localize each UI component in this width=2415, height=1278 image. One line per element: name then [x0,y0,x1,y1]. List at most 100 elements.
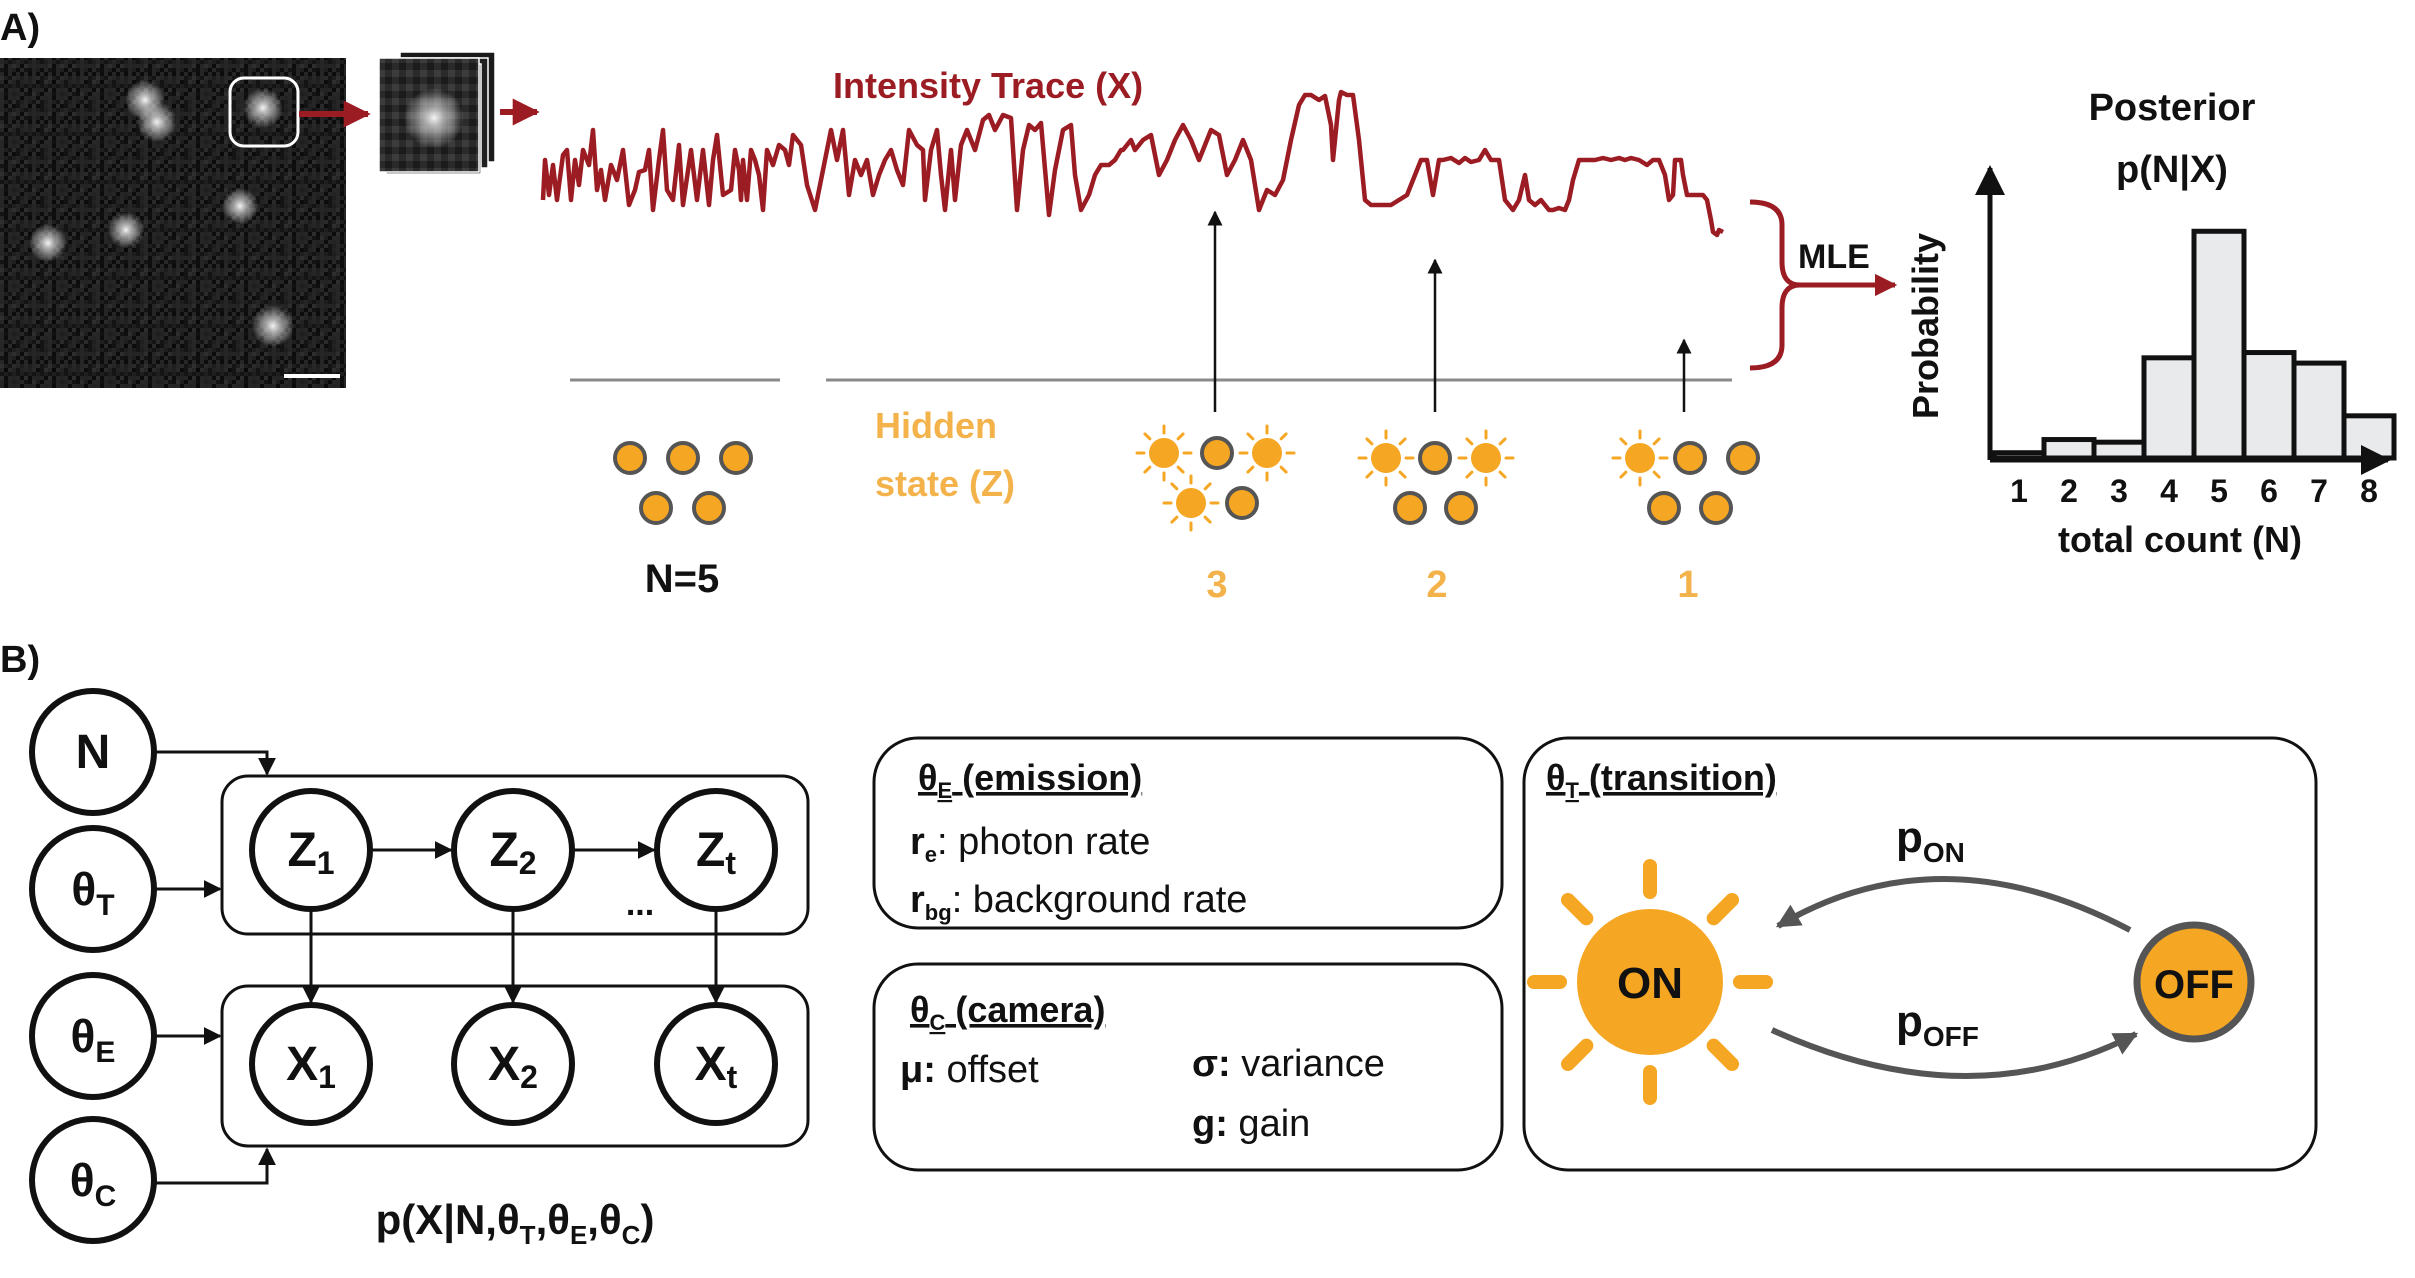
sun-ray [1560,1038,1594,1072]
histogram-bar [2341,413,2397,461]
node-z2: Z2 [451,788,575,912]
trace-title: Intensity Trace (X) [833,65,1143,106]
sun-ray [1560,892,1594,926]
histogram-tick-label: 2 [2060,473,2078,509]
molecule-off-icon [1726,441,1760,475]
sun-ray [1706,892,1740,926]
histogram-tick-label: 5 [2210,473,2228,509]
fluorescent-spot [252,305,294,347]
molecule-off-icon [1444,491,1478,525]
histogram-ylabel: Probability [1905,233,1946,419]
emission-title: θE (emission) [918,757,1142,803]
state-count-2: 2 [1426,564,1447,606]
fluorescent-spot [243,88,283,128]
panel-b-label: B) [0,639,40,681]
molecule-off-icon [692,491,726,525]
state-count-3: 3 [1206,564,1227,606]
camera-offset: μ: offset [900,1049,1039,1091]
molecule-off-icon [1393,491,1427,525]
transition-title: θT (transition) [1546,757,1777,803]
svg-text:Z1: Z1 [287,824,334,881]
camera-title: θC (camera) [910,989,1105,1035]
svg-text:θT: θT [71,863,114,922]
molecule-off-icon [639,491,673,525]
molecule-off-icon [613,441,647,475]
posterior-title-line2: p(N|X) [2116,149,2228,191]
histogram-xlabel: total count (N) [2058,519,2302,560]
mle-brace [1749,199,1801,371]
histogram-bar [2241,350,2297,461]
histogram-bar [2191,228,2247,461]
molecule-group-n5 [613,441,753,525]
emission-background-rate: rbg: background rate [910,879,1247,925]
node-x2: X2 [451,1002,575,1126]
histogram-bar [1991,450,2047,461]
histogram-bar [2141,355,2197,461]
joint-likelihood-formula: p(X|N,θT,θE,θC) [376,1196,655,1250]
histogram-bar [2291,360,2347,461]
roi-selection-box [228,76,300,148]
svg-text:Xt: Xt [695,1038,738,1095]
node-zt: Zt [654,788,778,912]
svg-text:Zt: Zt [696,824,736,881]
svg-text:θC: θC [70,1154,117,1213]
n-equals-label: N=5 [645,557,720,601]
off-state-icon: OFF [2133,921,2255,1043]
molecule-off-icon [1673,441,1707,475]
molecule-group-state-3 [1135,424,1296,532]
emission-photon-rate: re: photon rate [910,821,1150,867]
fluorescent-spot [222,188,258,224]
node-xt: Xt [654,1002,778,1126]
fluorescent-spot [137,102,177,142]
on-state-label: ON [1617,959,1683,1008]
molecule-group-state-2 [1357,429,1515,525]
molecule-on-icon [1357,429,1415,487]
molecule-on-icon [1135,424,1193,482]
p-off-arrow [1770,1027,2139,1079]
node-theta-t: θT [29,825,157,953]
mle-label: MLE [1798,238,1870,276]
emission-box [872,736,1504,930]
camera-box [872,962,1504,1172]
transition-box [1522,736,2318,1172]
camera-gain: g: gain [1192,1103,1310,1145]
histogram-tick-label: 8 [2360,473,2378,509]
molecule-on-icon [1611,429,1669,487]
molecule-off-icon [1225,486,1259,520]
off-state-label: OFF [2154,963,2234,1007]
histogram-bar [2091,439,2147,461]
svg-text:N: N [76,726,111,779]
posterior-title-line1: Posterior [2089,87,2256,129]
histogram-tick-label: 3 [2110,473,2128,509]
fluorescent-spot [404,88,464,148]
molecule-off-icon [1647,491,1681,525]
hidden-state-label-line2: state (Z) [875,463,1015,504]
panel-a-label: A) [0,7,40,49]
state-count-1: 1 [1677,564,1698,606]
molecule-on-icon [1457,429,1515,487]
fluorescent-spot [29,224,67,262]
theta-c-to-x-arrow [156,1147,276,1185]
node-theta-c: θC [29,1116,157,1244]
molecule-group-state-1 [1611,429,1760,525]
node-n: N [29,688,157,816]
molecule-off-icon [1699,491,1733,525]
camera-variance: σ: variance [1192,1043,1385,1085]
svg-text:Z2: Z2 [489,824,536,881]
histogram-tick-label: 4 [2160,473,2178,509]
n-to-z-arrow [156,750,276,776]
sequence-ellipsis: ... [626,885,654,923]
svg-text:θE: θE [71,1010,116,1069]
histogram-tick-label: 6 [2260,473,2278,509]
histogram-bar [2041,437,2097,461]
microscopy-image [0,58,346,388]
p-on-arrow [1775,876,2132,933]
cropped-image-stack [378,51,496,175]
molecule-on-icon [1238,424,1296,482]
node-x1: X1 [249,1002,373,1126]
fluorescent-spot [108,212,144,248]
histogram-tick-label: 7 [2310,473,2328,509]
p-off-label: pOFF [1896,997,1979,1052]
molecule-off-icon [666,441,700,475]
